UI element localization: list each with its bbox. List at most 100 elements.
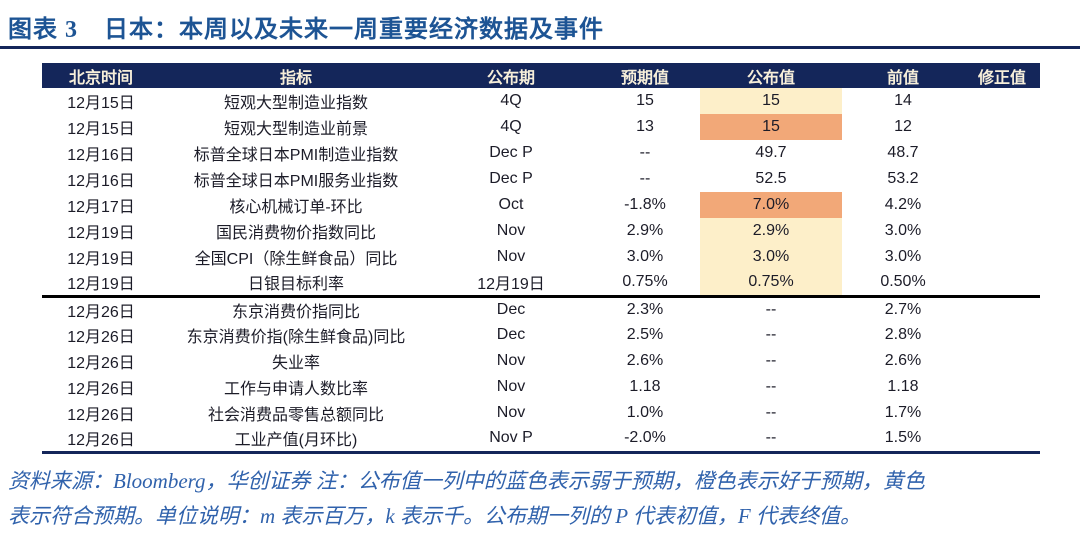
cell-prior: 2.6%	[884, 352, 922, 369]
cell-date: 12月15日	[67, 121, 135, 138]
table-row: 12月26日 失业率 Nov 2.6% -- 2.6%	[42, 348, 1040, 374]
table-row: 12月26日 东京消费价指同比 Dec 2.3% -- 2.7%	[42, 296, 1040, 322]
cell-indicator: 短观大型制造业前景	[223, 121, 368, 138]
cell-prior: 14	[894, 92, 912, 109]
table-row: 12月19日 全国CPI（除生鲜食品）同比 Nov 3.0% 3.0% 3.0%	[42, 244, 1040, 270]
figure-title-text: 日本：本周以及未来一周重要经济数据及事件	[104, 17, 604, 43]
cell-actual: 49.7	[755, 144, 787, 161]
cell-date: 12月15日	[67, 95, 135, 112]
column-header: 预期值	[620, 69, 669, 87]
cell-expected: --	[639, 144, 651, 161]
cell-prior: 1.5%	[842, 426, 964, 454]
cell-date: 12月26日	[67, 329, 135, 346]
cell-revised	[964, 140, 1040, 166]
figure-number: 图表 3	[8, 17, 78, 43]
cell-revised	[964, 270, 1040, 298]
table-row: 12月26日 东京消费价指(除生鲜食品)同比 Dec 2.5% -- 2.8%	[42, 322, 1040, 348]
cell-period: 4Q	[500, 92, 522, 109]
cell-period: Dec	[496, 326, 526, 343]
cell-expected: 3.0%	[626, 248, 664, 265]
cell-prior: 48.7	[887, 144, 919, 161]
cell-prior: 1.18	[887, 378, 919, 395]
cell-date: 12月26日	[67, 303, 135, 321]
cell-revised	[964, 88, 1040, 114]
table-row: 12月19日 国民消费物价指数同比 Nov 2.9% 2.9% 3.0%	[42, 218, 1040, 244]
table-header-row: 北京时间 指标 公布期 预期值 公布值 前值 修正值	[42, 63, 1040, 88]
cell-expected: 2.3%	[626, 300, 664, 318]
cell-actual: --	[765, 352, 777, 369]
cell-actual: --	[765, 378, 777, 395]
cell-period: Nov P	[432, 426, 590, 454]
cell-expected: 2.5%	[626, 326, 664, 343]
cell-period: Dec	[496, 300, 526, 318]
cell-actual: 15	[700, 114, 842, 140]
cell-indicator: 工业产值(月环比)	[160, 426, 432, 454]
cell-indicator: 东京消费价指(除生鲜食品)同比	[186, 329, 406, 346]
cell-prior: 3.0%	[884, 248, 922, 265]
cell-date: 12月26日	[42, 426, 160, 454]
cell-indicator: 国民消费物价指数同比	[215, 225, 376, 242]
table-row: 12月19日 日银目标利率 12月19日 0.75% 0.75% 0.50%	[42, 270, 1040, 298]
cell-actual: 2.9%	[700, 218, 842, 244]
cell-expected: 1.0%	[626, 404, 664, 421]
cell-actual: 7.0%	[700, 192, 842, 218]
cell-actual: 52.5	[755, 170, 787, 187]
cell-actual: 0.75%	[700, 270, 842, 298]
cell-indicator: 标普全球日本PMI服务业指数	[193, 173, 399, 190]
cell-indicator: 社会消费品零售总额同比	[207, 407, 384, 424]
table-row: 12月26日 社会消费品零售总额同比 Nov 1.0% -- 1.7%	[42, 400, 1040, 426]
cell-actual: --	[700, 426, 842, 454]
cell-period: Nov	[496, 378, 526, 395]
cell-date: 12月16日	[67, 173, 135, 190]
figure-title: 图表 3 日本：本周以及未来一周重要经济数据及事件	[8, 9, 1072, 44]
cell-expected: 2.6%	[626, 352, 664, 369]
cell-actual: 3.0%	[700, 244, 842, 270]
cell-expected: --	[639, 170, 651, 187]
table-row: 12月15日 短观大型制造业前景 4Q 13 15 12	[42, 114, 1040, 140]
cell-prior: 2.7%	[884, 300, 922, 318]
title-underline	[0, 46, 1080, 49]
cell-revised	[964, 166, 1040, 192]
cell-date: 12月26日	[67, 355, 135, 372]
cell-prior: 2.8%	[884, 326, 922, 343]
cell-indicator: 全国CPI（除生鲜食品）同比	[194, 251, 398, 268]
cell-revised	[964, 322, 1040, 348]
cell-revised	[964, 348, 1040, 374]
cell-revised	[964, 114, 1040, 140]
column-header: 公布值	[746, 69, 795, 87]
source-note-line2: 表示符合预期。单位说明：m 表示百万，k 表示千。公布期一列的 P 代表初值，F…	[8, 504, 862, 528]
cell-expected: 0.75%	[590, 270, 700, 298]
source-note: 资料来源：Bloomberg，华创证券 注：公布值一列中的蓝色表示弱于预期，橙色…	[8, 464, 1074, 534]
cell-expected: 1.18	[629, 378, 661, 395]
column-header: 修正值	[977, 69, 1026, 87]
cell-indicator: 东京消费价指同比	[231, 303, 360, 321]
cell-indicator: 失业率	[271, 355, 320, 372]
table-body: 12月15日 短观大型制造业指数 4Q 15 15 14 12月15日 短观大型制造业前景 4Q…	[42, 88, 1040, 454]
column-header: 北京时间	[68, 69, 133, 87]
column-header: 前值	[886, 69, 919, 87]
cell-revised	[964, 192, 1040, 218]
cell-period: Dec P	[489, 170, 533, 187]
economic-data-table: 北京时间 指标 公布期 预期值 公布值 前值 修正值 12月15日 短观大型制造业指数 4Q 15…	[42, 63, 1040, 454]
cell-prior: 0.50%	[842, 270, 964, 298]
cell-date: 12月19日	[67, 225, 135, 242]
cell-revised	[964, 218, 1040, 244]
cell-prior: 4.2%	[884, 196, 922, 213]
cell-period: 4Q	[500, 118, 522, 135]
cell-prior: 53.2	[887, 170, 919, 187]
cell-revised	[964, 374, 1040, 400]
cell-expected: -1.8%	[624, 196, 666, 213]
cell-date: 12月19日	[67, 251, 135, 268]
cell-period: 12月19日	[432, 270, 590, 298]
cell-revised	[964, 426, 1040, 454]
cell-expected: 15	[636, 92, 654, 109]
table-row: 12月26日 工作与申请人数比率 Nov 1.18 -- 1.18	[42, 374, 1040, 400]
cell-indicator: 标普全球日本PMI制造业指数	[193, 147, 399, 164]
cell-expected: 13	[636, 118, 654, 135]
cell-period: Nov	[496, 222, 526, 239]
cell-date: 12月26日	[67, 407, 135, 424]
table-row: 12月26日 工业产值(月环比) Nov P -2.0% -- 1.5%	[42, 426, 1040, 454]
table-row: 12月15日 短观大型制造业指数 4Q 15 15 14	[42, 88, 1040, 114]
table-row: 12月16日 标普全球日本PMI服务业指数 Dec P -- 52.5 53.2	[42, 166, 1040, 192]
cell-period: Nov	[496, 352, 526, 369]
